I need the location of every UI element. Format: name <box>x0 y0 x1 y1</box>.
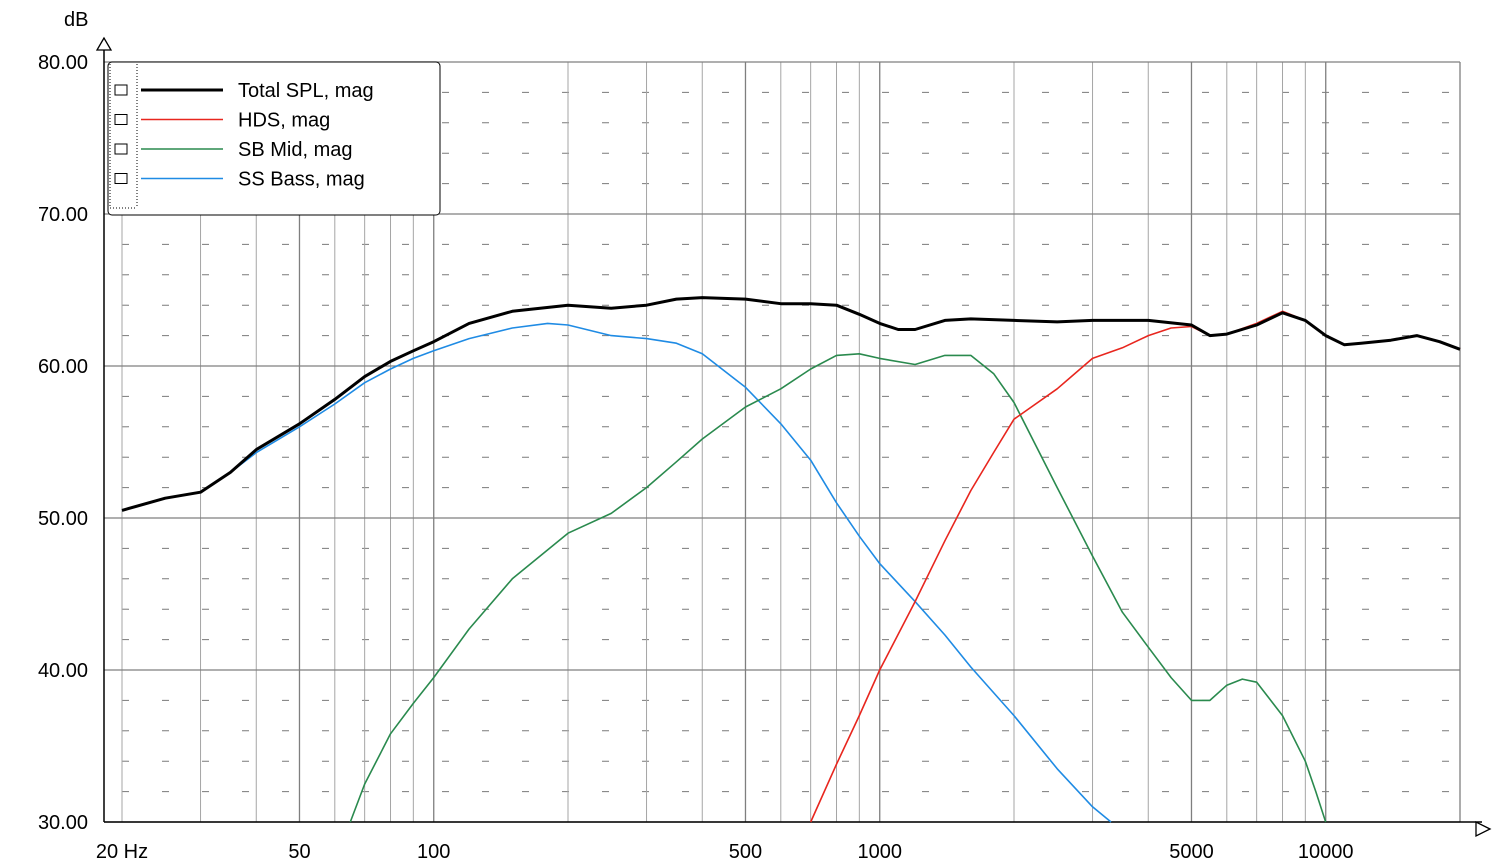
legend-box <box>107 61 441 216</box>
y-tick-label: 80.00 <box>38 52 88 74</box>
legend-entry-label: HDS, mag <box>238 110 330 132</box>
legend-entry-label: SS Bass, mag <box>238 169 365 191</box>
legend: Total SPL, mag HDS, mag SB Mid, mag SS Bass… <box>107 61 441 216</box>
x-tick-label: 5000 <box>1169 841 1214 863</box>
legend-checkbox[interactable] <box>114 114 128 125</box>
y-axis-arrow-icon <box>95 36 113 51</box>
y-tick-label: 70.00 <box>38 204 88 226</box>
y-tick-label: 60.00 <box>38 356 88 378</box>
x-tick-labels: 20 Hz 50 100 500 1000 5000 10000 <box>96 841 1354 863</box>
legend-checkbox[interactable] <box>114 84 128 96</box>
legend-entries: Total SPL, mag HDS, mag SB Mid, mag SS Bass… <box>114 80 374 191</box>
y-tick-label: 30.00 <box>38 812 88 834</box>
x-tick-label: 1000 <box>857 841 902 863</box>
series-line-2 <box>809 310 1461 823</box>
x-tick-label: 20 Hz <box>96 841 148 863</box>
legend-checkbox[interactable] <box>114 173 128 184</box>
x-tick-label: 500 <box>729 841 762 863</box>
y-tick-label: 50.00 <box>38 508 88 530</box>
x-tick-label: 100 <box>417 841 450 863</box>
series-line-3 <box>349 352 1327 823</box>
y-axis-label: dB <box>64 9 88 31</box>
y-tick-label: 40.00 <box>38 660 88 682</box>
legend-checkbox[interactable] <box>114 143 128 155</box>
series-line-4 <box>121 322 1112 823</box>
axes: dB <box>64 9 1492 838</box>
x-tick-label: 10000 <box>1298 841 1354 863</box>
x-axis-arrow-icon <box>1475 820 1492 838</box>
legend-entry-label: SB Mid, mag <box>238 139 352 161</box>
y-tick-labels: 80.00 70.00 60.00 50.00 40.00 30.00 <box>38 52 88 834</box>
x-tick-label: 50 <box>288 841 310 863</box>
series-layer <box>121 296 1461 823</box>
series-line-1 <box>121 296 1461 512</box>
legend-entry-label: Total SPL, mag <box>238 80 374 102</box>
